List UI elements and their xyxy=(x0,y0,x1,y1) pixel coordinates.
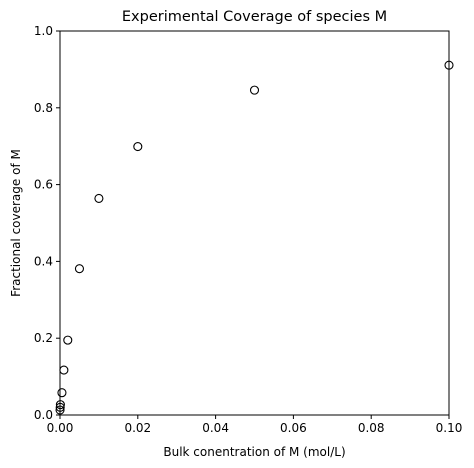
chart-title: Experimental Coverage of species M xyxy=(122,9,387,25)
x-tick-label: 0.08 xyxy=(358,421,385,435)
y-axis-label: Fractional coverage of M xyxy=(9,149,23,297)
plot-background xyxy=(60,31,449,415)
x-tick-label: 0.10 xyxy=(436,421,463,435)
y-tick-label: 0.8 xyxy=(34,101,53,115)
data-point xyxy=(57,388,67,398)
y-tick-label: 0.0 xyxy=(34,408,53,422)
x-tick-label: 0.04 xyxy=(202,421,229,435)
y-tick-label: 0.6 xyxy=(34,178,53,192)
y-axis-ticks: 0.0 0.2 0.4 0.6 0.8 1.0 xyxy=(34,24,60,422)
y-tick-label: 1.0 xyxy=(34,24,53,38)
y-tick-label: 0.2 xyxy=(34,331,53,345)
x-tick-label: 0.02 xyxy=(124,421,151,435)
x-tick-label: 0.00 xyxy=(47,421,74,435)
x-tick-label: 0.06 xyxy=(280,421,307,435)
data-point xyxy=(133,142,143,152)
data-point xyxy=(249,85,260,95)
y-tick-label: 0.4 xyxy=(34,254,53,268)
x-axis-ticks: 0.00 0.02 0.04 0.06 0.08 0.10 xyxy=(47,415,463,435)
plot-frame xyxy=(59,30,450,416)
data-point xyxy=(94,193,104,203)
data-point xyxy=(63,335,73,345)
x-axis-label: Bulk conentration of M (mol/L) xyxy=(163,445,345,459)
data-point xyxy=(74,264,84,274)
